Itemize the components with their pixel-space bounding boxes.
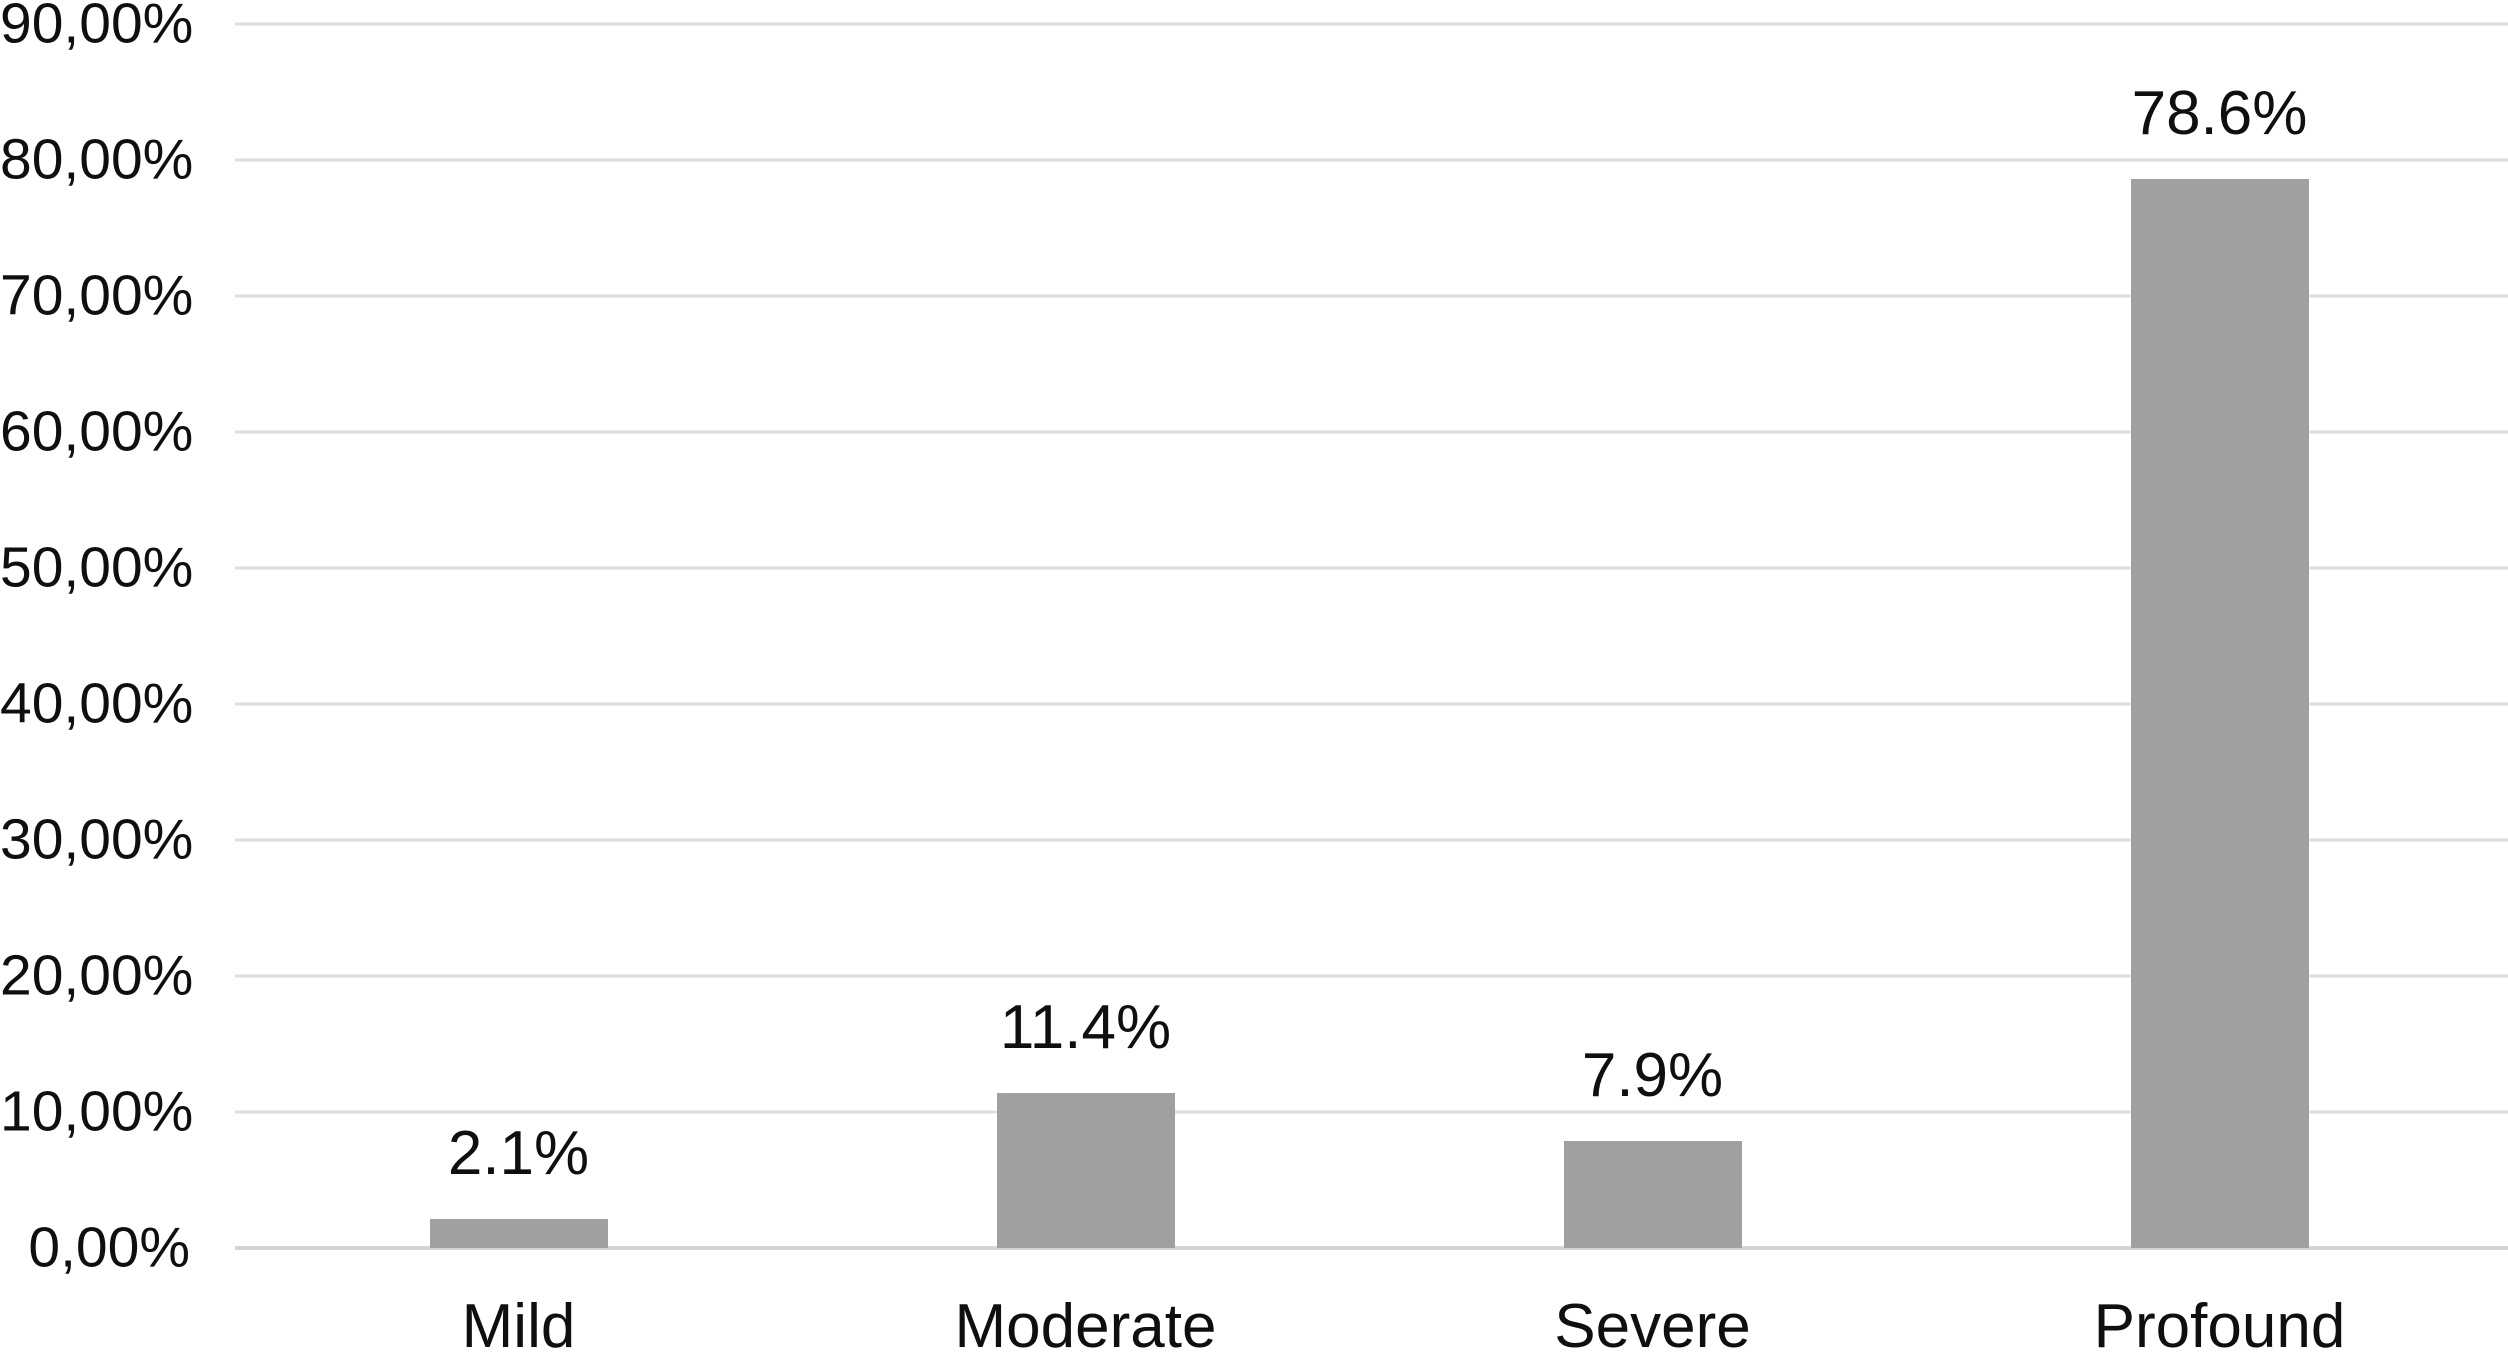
category-label: Moderate: [954, 1292, 1217, 1361]
bar-profound: [2130, 179, 2309, 1248]
data-label: 78.6%: [2131, 79, 2308, 149]
gridline: [235, 566, 2508, 570]
y-axis-tick-label: 10,00%: [0, 1079, 194, 1144]
category-label: Mild: [461, 1292, 576, 1361]
y-axis-tick-label: 80,00%: [0, 127, 194, 192]
data-label: 7.9%: [1581, 1040, 1724, 1110]
gridline: [235, 702, 2508, 706]
gridline: [235, 158, 2508, 162]
y-axis-tick-label: 40,00%: [0, 671, 194, 736]
gridline: [235, 294, 2508, 298]
y-axis-tick-label: 30,00%: [0, 807, 194, 872]
y-axis-tick-label: 0,00%: [28, 1215, 190, 1280]
gridline: [235, 22, 2508, 26]
y-axis-tick-label: 20,00%: [0, 943, 194, 1008]
gridline: [235, 1110, 2508, 1114]
x-axis-line: [235, 1246, 2508, 1250]
bar-severe: [1563, 1140, 1742, 1248]
data-label: 11.4%: [999, 992, 1172, 1062]
bar-moderate: [996, 1092, 1175, 1248]
y-axis-tick-label: 70,00%: [0, 263, 194, 328]
gridline: [235, 430, 2508, 434]
gridline: [235, 838, 2508, 842]
y-axis-tick-label: 90,00%: [0, 0, 194, 56]
data-label: 2.1%: [447, 1119, 590, 1189]
gridline: [235, 974, 2508, 978]
bar-mild: [429, 1219, 608, 1248]
category-label: Profound: [2093, 1292, 2346, 1361]
y-axis-tick-label: 60,00%: [0, 399, 194, 464]
category-label: Severe: [1554, 1292, 1751, 1361]
y-axis-tick-label: 50,00%: [0, 535, 194, 600]
